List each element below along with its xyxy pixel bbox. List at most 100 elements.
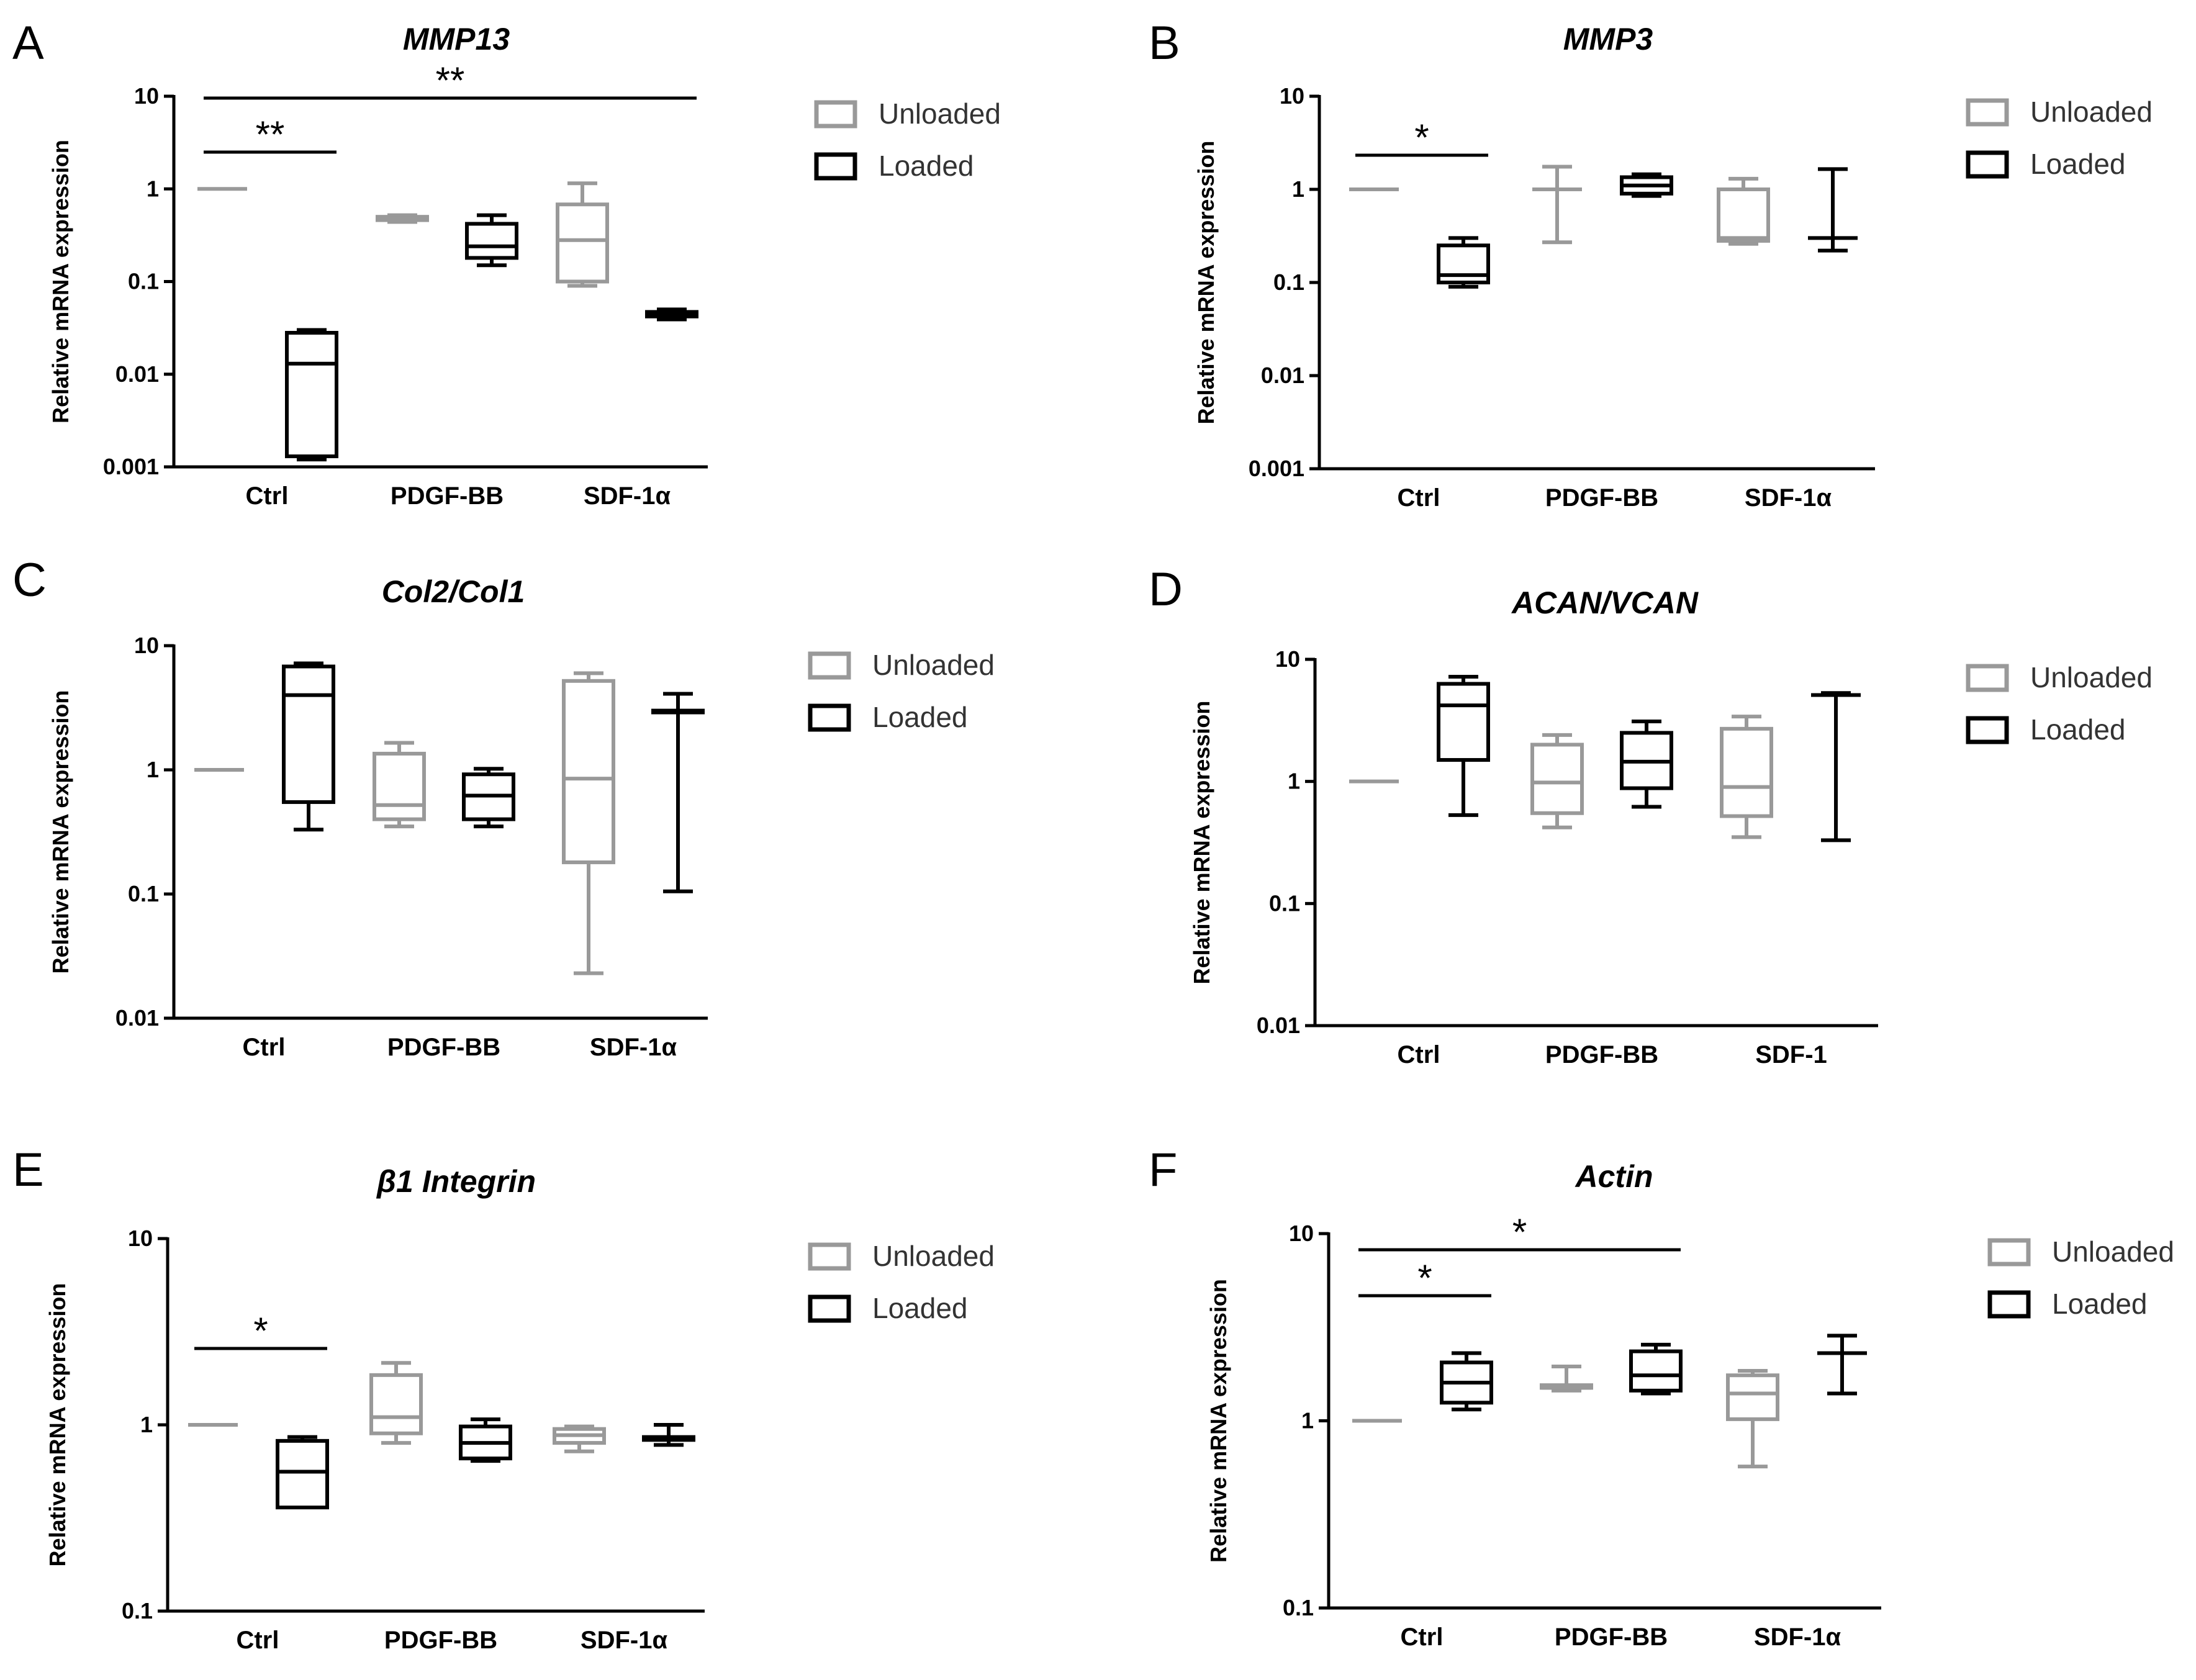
- y-tick-label: 0.01: [1257, 1013, 1300, 1038]
- box-loaded-pdgf-bb: [465, 213, 518, 268]
- box-unloaded-pdgf-bb: [1532, 165, 1582, 245]
- box-unloaded-pdgf-bb: [369, 1361, 423, 1445]
- x-category-label: Ctrl: [243, 1034, 286, 1061]
- y-axis-label: Relative mRNA expression: [48, 140, 73, 423]
- box-loaded-sdf-1α: [642, 1423, 695, 1447]
- box-loaded-pdgf-bb: [1620, 172, 1673, 198]
- x-category-label: SDF-1α: [590, 1034, 677, 1061]
- significance-label: *: [253, 1310, 268, 1352]
- significance-bracket: *: [1358, 1257, 1491, 1299]
- box-loaded-ctrl: [285, 328, 338, 462]
- significance-bracket: *: [1358, 1211, 1681, 1253]
- legend-label-unloaded: Unloaded: [872, 649, 995, 681]
- box-loaded-ctrl: [1437, 675, 1490, 817]
- x-category-label: SDF-1α: [1745, 484, 1832, 512]
- box-iqr: [285, 331, 338, 458]
- panel-letter: C: [12, 554, 47, 607]
- x-category-label: PDGF-BB: [391, 482, 504, 510]
- box-iqr: [1530, 743, 1584, 815]
- y-tick-label: 10: [134, 633, 159, 658]
- box-unloaded-sdf-1α: [562, 671, 615, 975]
- box-loaded-ctrl: [276, 1435, 329, 1510]
- box-unloaded-pdgf-bb: [376, 213, 429, 224]
- box-loaded-sdf-1: [1811, 691, 1861, 842]
- legend-label-loaded: Loaded: [872, 1292, 968, 1324]
- y-axis-label: Relative mRNA expression: [1189, 701, 1214, 985]
- legend-label-loaded: Loaded: [2030, 148, 2126, 180]
- legend-swatch-unloaded: [808, 1242, 851, 1271]
- legend-label-loaded: Loaded: [872, 701, 968, 733]
- x-category-label: Ctrl: [1398, 1041, 1440, 1068]
- panel-f: F Actin 0.1 1 10 Relative mRNA expression Ctrl…: [1149, 1144, 2174, 1651]
- legend-label-unloaded: Unloaded: [2030, 661, 2153, 693]
- box-iqr: [1717, 187, 1770, 243]
- legend: Unloaded Loaded: [1966, 661, 2153, 746]
- box-iqr: [1629, 1349, 1683, 1393]
- significance-bracket: *: [1355, 117, 1488, 158]
- box-loaded-ctrl: [1440, 1351, 1493, 1412]
- legend: Unloaded Loaded: [814, 97, 1001, 182]
- x-category-label: Ctrl: [1401, 1624, 1444, 1651]
- y-axis-label: Relative mRNA expression: [1193, 141, 1219, 425]
- x-category-label: SDF-1: [1755, 1041, 1827, 1068]
- significance-bracket: **: [204, 114, 337, 155]
- y-tick-label: 0.1: [128, 881, 159, 906]
- y-tick-label: 1: [1292, 176, 1304, 202]
- y-tick-label: 0.1: [1273, 269, 1304, 295]
- y-axis-label: Relative mRNA expression: [1206, 1279, 1231, 1563]
- chart-title: Actin: [1575, 1159, 1653, 1194]
- legend-swatch-loaded: [808, 1294, 851, 1323]
- y-tick-label: 10: [134, 83, 159, 109]
- x-category-label: SDF-1α: [1754, 1624, 1841, 1651]
- box-unloaded-pdgf-bb: [1530, 733, 1584, 829]
- legend: Unloaded Loaded: [808, 649, 995, 733]
- box-unloaded-sdf-1α: [1717, 176, 1770, 246]
- panel-a: A MMP13 0.001 0.01 0.1 1 10 Relative mRNA expre…: [12, 17, 1001, 510]
- y-axis-label: Relative mRNA expression: [45, 1283, 70, 1567]
- legend-label-unloaded: Unloaded: [879, 97, 1001, 130]
- x-category-label: PDGF-BB: [1545, 484, 1658, 512]
- legend-swatch-unloaded: [1966, 664, 2009, 692]
- y-tick-label: 0.1: [122, 1598, 153, 1624]
- box-unloaded-sdf-1: [1720, 715, 1773, 839]
- significance-label: *: [1414, 117, 1429, 158]
- y-tick-label: 0.01: [115, 361, 159, 387]
- panel-b: B MMP3 0.001 0.01 0.1 1 10 Relative mRNA expres…: [1149, 17, 2153, 512]
- y-tick-label: 10: [1289, 1221, 1314, 1246]
- y-tick-label: 0.01: [1261, 363, 1304, 388]
- box-iqr: [282, 664, 335, 804]
- box-iqr: [1726, 1373, 1779, 1421]
- box-loaded-pdgf-bb: [1620, 720, 1673, 809]
- legend-label-unloaded: Unloaded: [2030, 96, 2153, 128]
- legend-label-loaded: Loaded: [2030, 713, 2126, 746]
- box-unloaded-pdgf-bb: [373, 741, 426, 829]
- y-tick-label: 1: [147, 176, 159, 201]
- x-category-label: PDGF-BB: [1545, 1041, 1658, 1068]
- x-category-label: PDGF-BB: [387, 1034, 500, 1061]
- legend: Unloaded Loaded: [1966, 96, 2153, 180]
- legend-swatch-loaded: [1987, 1290, 2031, 1319]
- legend-swatch-loaded: [808, 703, 851, 732]
- box-loaded-pdgf-bb: [462, 767, 515, 829]
- legend-swatch-loaded: [1966, 150, 2009, 179]
- legend-swatch-unloaded: [1987, 1238, 2031, 1267]
- y-tick-label: 1: [147, 757, 159, 782]
- box-loaded-sdf-1α: [651, 692, 705, 893]
- box-loaded-pdgf-bb: [459, 1417, 512, 1463]
- box-iqr: [1720, 726, 1773, 818]
- x-category-label: PDGF-BB: [1555, 1624, 1668, 1651]
- chart-title: Col2/Col1: [382, 574, 525, 609]
- box-iqr: [373, 751, 426, 821]
- y-tick-label: 0.1: [128, 269, 159, 294]
- box-loaded-pdgf-bb: [1629, 1342, 1683, 1396]
- panel-letter: B: [1149, 17, 1180, 70]
- box-iqr: [1437, 243, 1490, 284]
- x-category-label: SDF-1α: [581, 1627, 668, 1654]
- box-unloaded-sdf-1α: [556, 181, 609, 288]
- y-tick-label: 10: [128, 1226, 153, 1251]
- y-tick-label: 0.1: [1283, 1595, 1314, 1620]
- chart-title: MMP3: [1563, 22, 1653, 56]
- box-loaded-sdf-1α: [645, 307, 698, 322]
- legend-swatch-loaded: [814, 152, 857, 181]
